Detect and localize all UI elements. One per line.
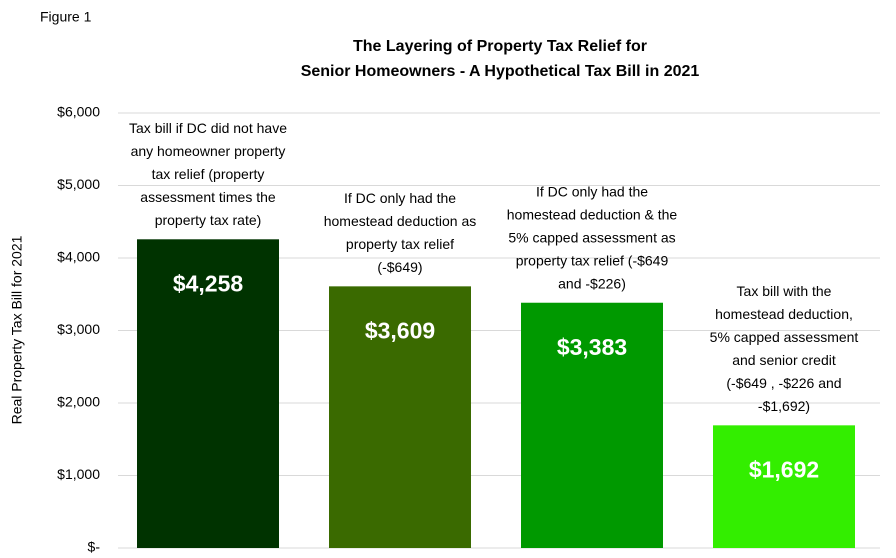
annotation: and -$226) — [558, 275, 626, 291]
annotation: 5% capped assessment as — [508, 229, 675, 245]
y-tick-label: $6,000 — [57, 104, 100, 120]
figure-label: Figure 1 — [40, 9, 92, 25]
annotation: property tax rate) — [155, 212, 262, 228]
annotation: any homeowner property — [131, 143, 286, 159]
y-tick-label: $- — [88, 539, 101, 555]
annotation: If DC only had the — [536, 183, 648, 199]
bar — [713, 425, 855, 548]
value-label: $3,609 — [365, 317, 435, 343]
annotation: property tax relief (-$649 — [516, 252, 669, 268]
value-label: $1,692 — [749, 456, 819, 482]
annotation: -$1,692) — [758, 398, 810, 414]
y-tick-label: $2,000 — [57, 394, 100, 410]
bar — [137, 239, 279, 549]
annotation: (-$649 , -$226 and — [726, 375, 841, 391]
annotation: Tax bill if DC did not have — [129, 120, 287, 136]
annotation: (-$649) — [377, 259, 422, 275]
annotation: property tax relief — [346, 236, 454, 252]
y-tick-label: $3,000 — [57, 321, 100, 337]
annotation: homestead deduction as — [324, 213, 477, 229]
annotation: homestead deduction, — [715, 306, 853, 322]
annotation: 5% capped assessment — [710, 329, 859, 345]
annotation: homestead deduction & the — [507, 206, 678, 222]
y-axis-label: Real Property Tax Bill for 2021 — [9, 235, 25, 424]
y-tick-label: $5,000 — [57, 176, 100, 192]
annotation: and senior credit — [732, 352, 836, 368]
chart-title: The Layering of Property Tax Relief for — [353, 38, 647, 55]
y-tick-label: $4,000 — [57, 249, 100, 265]
annotation: Tax bill with the — [737, 283, 832, 299]
annotation: tax relief (property — [152, 166, 265, 182]
value-label: $3,383 — [557, 334, 627, 360]
bar — [329, 286, 471, 548]
chart-title: Senior Homeowners - A Hypothetical Tax B… — [301, 63, 700, 80]
y-tick-label: $1,000 — [57, 466, 100, 482]
bar — [521, 302, 663, 548]
annotation: If DC only had the — [344, 190, 456, 206]
value-label: $4,258 — [173, 270, 244, 296]
annotation: assessment times the — [140, 189, 276, 205]
